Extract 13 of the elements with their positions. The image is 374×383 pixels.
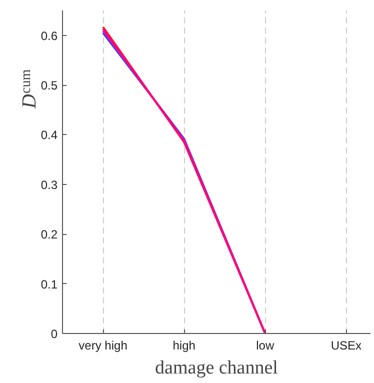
x-tick-label: high — [172, 338, 196, 352]
x-tick-label: very high — [78, 338, 128, 352]
y-axis-title: Dcum — [18, 69, 40, 110]
x-axis-title: damage channel — [155, 358, 278, 378]
y-tick-label: 0.2 — [40, 228, 58, 242]
y-tick-label: 0.5 — [40, 78, 58, 93]
x-tick-label: low — [256, 338, 274, 352]
y-tick-label: 0.3 — [40, 178, 58, 192]
y-tick-label: 0.6 — [40, 28, 58, 43]
x-tick-label: USEx — [330, 338, 362, 352]
y-tick-label: 0.1 — [40, 277, 58, 292]
y-tick-label: 0.4 — [40, 128, 58, 142]
y-tick-label: 0 — [50, 327, 58, 341]
